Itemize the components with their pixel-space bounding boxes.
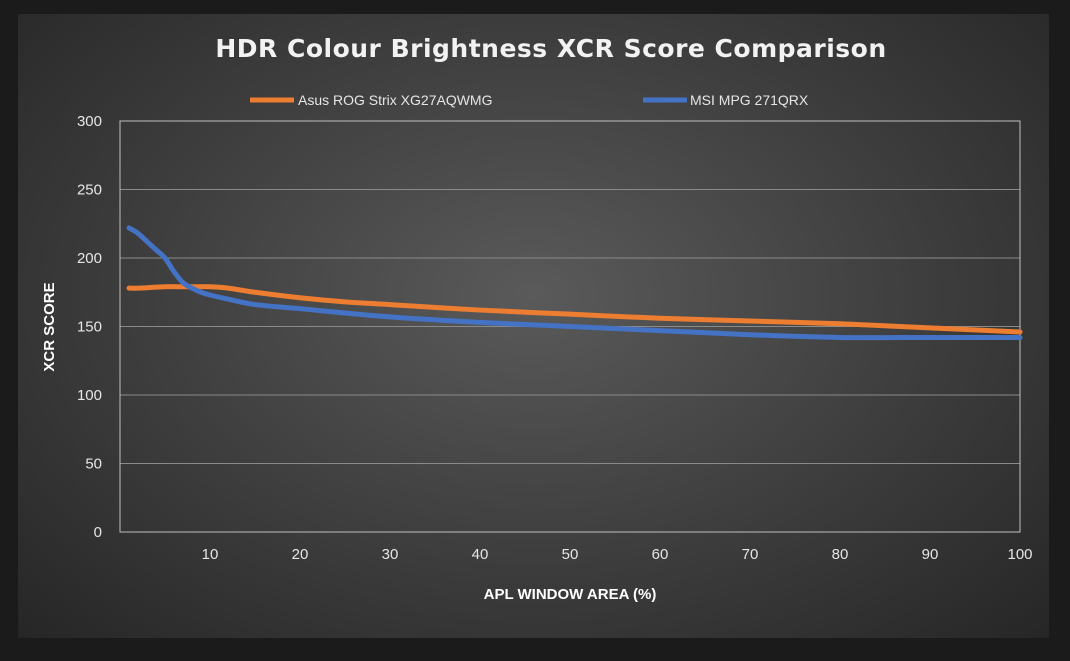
legend-label-asus: Asus ROG Strix XG27AQWMG [298,92,492,108]
x-tick-label: 30 [382,546,399,563]
x-tick-label: 50 [562,546,579,563]
x-tick-label: 80 [832,546,849,563]
y-tick-label: 250 [77,182,102,199]
y-tick-label: 200 [77,250,102,267]
y-tick-label: 50 [85,456,102,473]
y-axis-title: XCR SCORE [41,282,58,371]
y-tick-label: 0 [94,524,102,541]
y-tick-label: 150 [77,319,102,336]
chart-title: HDR Colour Brightness XCR Score Comparis… [215,34,886,63]
x-tick-label: 10 [202,546,219,563]
chart-container: HDR Colour Brightness XCR Score Comparis… [18,14,1049,638]
series-line-msi [126,225,1023,341]
y-tick-label: 300 [77,113,102,130]
plot-area [119,120,1021,533]
x-tick-label: 20 [292,546,309,563]
legend-label-msi: MSI MPG 271QRX [690,92,809,108]
y-axis-ticks: 0 50 100 150 200 250 300 [77,113,102,541]
legend: Asus ROG Strix XG27AQWMG MSI MPG 271QRX [250,92,809,108]
x-tick-label: 90 [922,546,939,563]
x-tick-label: 100 [1007,546,1032,563]
x-axis-title: APL WINDOW AREA (%) [484,586,657,603]
xcr-line-chart: HDR Colour Brightness XCR Score Comparis… [41,34,1033,603]
series-line-asus [126,284,1023,335]
x-tick-label: 60 [652,546,669,563]
x-axis-ticks: 10 20 30 40 50 60 70 80 90 100 [202,546,1033,563]
x-tick-label: 70 [742,546,759,563]
x-tick-label: 40 [472,546,489,563]
series-lines [126,225,1023,341]
y-tick-label: 100 [77,387,102,404]
